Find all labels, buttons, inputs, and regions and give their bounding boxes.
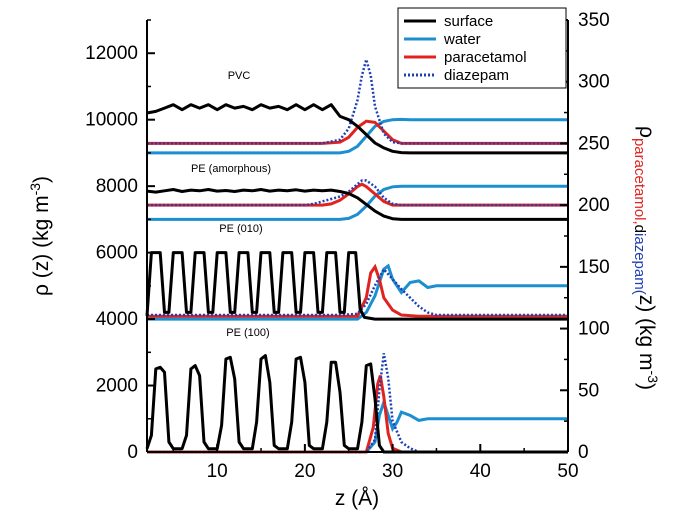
y-right-tick-label: 250 [578,133,610,154]
legend-label: diazepam [444,67,509,84]
diazepam-line [147,179,568,207]
y-right-axis-title: ρparacetamol,diazepam(z) (kg m-3) [631,126,661,390]
legend-label: surface [444,13,493,30]
x-tick-label: 50 [557,461,578,482]
y-right-title-comma: d [631,225,648,233]
paracetamol-line [147,182,568,207]
diazepam-line [147,267,568,317]
paracetamol-line [147,375,568,454]
y-right-tick-label: 0 [578,442,589,463]
y-right-tick-label: 150 [578,257,610,278]
panel-1-series [146,179,568,221]
legend-label: paracetamol [444,49,527,66]
water-line [147,184,568,221]
surface-line [146,103,568,155]
axis-titles: z (Å)ρ (z) (kg m-3)ρparacetamol,diazepam… [27,126,661,510]
x-axis-title: z (Å) [335,487,379,510]
x-tick-label: 20 [294,461,315,482]
y-left-tick-label: 2000 [96,376,138,397]
y-right-tick-label: 350 [578,10,610,31]
panel-label: PE (100) [226,327,269,339]
water-line [147,263,568,321]
y-right-title-rho: ρ [635,126,658,138]
y-left-axis-title: ρ (z) (kg m-3) [27,176,53,296]
diazepam-line [147,353,568,454]
y-left-tick-label: 4000 [96,309,138,330]
y-right-title-paracetamol: paracetamol, [631,138,648,225]
legend-label: water [443,31,481,48]
y-left-tick-label: 6000 [96,243,138,264]
panel-label: PE (010) [219,223,262,235]
y-left-title-close: ) [30,176,53,183]
y-right-title-unit: z) (kg m [635,295,658,371]
y-left-tick-label: 0 [127,442,138,463]
surface-line [146,188,568,221]
y-left-tick-label: 12000 [85,43,138,64]
x-tick-label: 30 [382,461,403,482]
y-right-tick-label: 50 [578,380,599,401]
surface-line [145,354,568,454]
y-right-title-exp: -3 [645,371,661,384]
panel-label: PE (amorphous) [191,163,271,175]
y-right-title-diazepam: iazepam( [631,233,648,295]
y-right-tick-label: 100 [578,319,610,340]
paracetamol-line [147,119,568,145]
x-tick-label: 10 [207,461,228,482]
series-layer [145,54,568,454]
water-line [147,397,568,454]
y-right-tick-label: 200 [578,195,610,216]
y-left-title-exp: -3 [27,183,43,196]
y-right-tick-label: 300 [578,72,610,93]
panel-labels: PVC PE (amorphous) PE (010) PE (100) [191,70,271,339]
y-left-tick-label: 10000 [85,110,138,131]
surface-line [145,251,568,321]
panel-3-series [145,353,568,454]
axes-frame: 10 20 30 40 50020004000600080001000012000050… [85,10,610,482]
paracetamol-line [147,263,568,318]
y-left-title-main: ρ (z) (kg m [30,195,53,296]
panel-2-series [145,251,568,321]
diazepam-line [147,54,568,145]
water-line [147,117,568,155]
x-tick-label: 40 [470,461,491,482]
panel-label: PVC [228,70,251,82]
y-left-tick-label: 8000 [96,176,138,197]
y-right-title-close: ) [635,383,658,390]
panel-0-series [146,54,568,155]
